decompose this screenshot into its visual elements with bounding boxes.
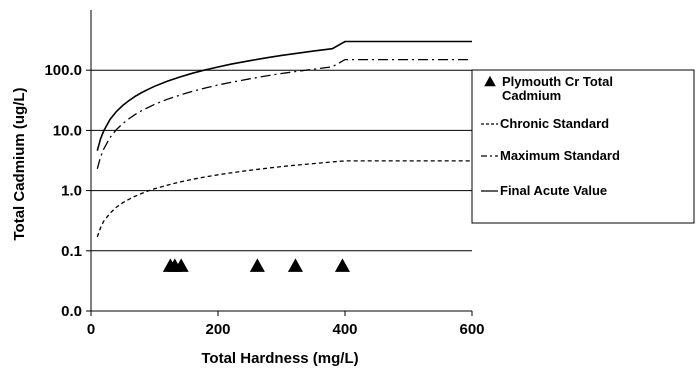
data-point-triangle [173,258,189,272]
data-point-triangle [249,258,265,272]
legend-label: Plymouth Cr Total Cadmium [502,74,613,103]
x-tick-label: 200 [205,321,230,338]
axis-labels: Total Hardness (mg/L) Total Cadmium (ug/… [11,87,359,367]
plot-series [96,40,472,272]
x-axis-title: Total Hardness (mg/L) [201,350,358,367]
axes: 0.0 0.1 1.0 10.0 100.0 0 200 400 600 [44,10,485,338]
legend-marker-triangle [484,75,496,87]
x-tick-label: 400 [332,321,357,338]
y-tick-label: 1.0 [61,183,82,200]
x-tick-label: 0 [87,321,95,338]
legend-label: Chronic Standard [500,116,609,131]
legend-box [471,69,695,224]
y-tick-label: 0.0 [61,303,82,320]
data-point-triangle [334,258,350,272]
y-axis-title: Total Cadmium (ug/L) [11,87,28,240]
y-tick-label: 100.0 [44,62,82,79]
legend-label: Final Acute Value [500,183,607,198]
series-line-1 [96,160,472,238]
series-line-3 [96,40,472,151]
y-tick-label: 10.0 [53,122,82,139]
series-line-2 [96,58,472,169]
legend-label: Maximum Standard [500,148,620,163]
y-tick-label: 0.1 [61,243,82,260]
x-tick-label: 600 [459,321,484,338]
gridlines [91,69,472,252]
legend: Plymouth Cr Total Cadmium Chronic Standard… [471,69,695,224]
data-point-triangle [287,258,304,272]
